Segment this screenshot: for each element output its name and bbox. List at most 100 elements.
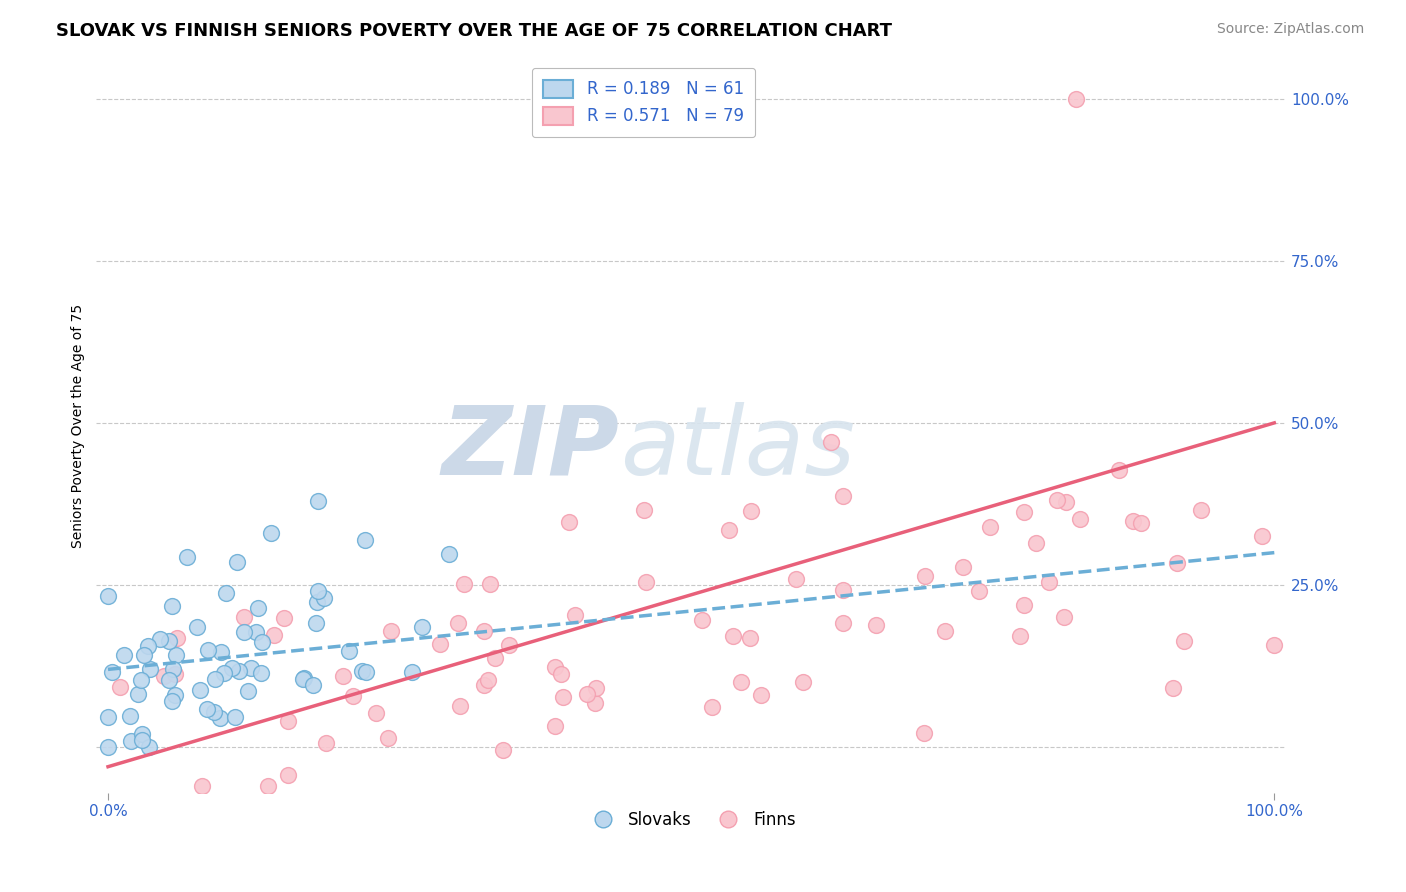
Text: SLOVAK VS FINNISH SENIORS POVERTY OVER THE AGE OF 75 CORRELATION CHART: SLOVAK VS FINNISH SENIORS POVERTY OVER T… xyxy=(56,22,893,40)
Point xyxy=(162,662,184,676)
Point xyxy=(160,694,183,708)
Point xyxy=(120,709,142,723)
Point xyxy=(1010,629,1032,643)
Point xyxy=(304,615,326,630)
Point xyxy=(1251,528,1274,542)
Point xyxy=(138,740,160,755)
Point xyxy=(250,666,273,681)
Point xyxy=(557,515,579,529)
Point xyxy=(553,690,575,704)
Point xyxy=(332,669,354,683)
Point xyxy=(307,584,329,599)
Point xyxy=(730,674,752,689)
Point xyxy=(479,577,502,591)
Legend: Slovaks, Finns: Slovaks, Finns xyxy=(579,805,803,836)
Point xyxy=(792,675,814,690)
Point xyxy=(160,599,183,613)
Point xyxy=(354,665,377,679)
Point xyxy=(153,669,176,683)
Point xyxy=(112,648,135,662)
Point xyxy=(831,582,853,597)
Point xyxy=(912,726,935,740)
Point xyxy=(366,706,388,721)
Point xyxy=(979,520,1001,534)
Point xyxy=(292,672,315,686)
Point xyxy=(97,590,120,604)
Point xyxy=(97,740,120,755)
Point xyxy=(832,490,855,504)
Point xyxy=(307,595,329,609)
Point xyxy=(585,681,607,695)
Point xyxy=(690,613,713,627)
Point xyxy=(634,574,657,589)
Point xyxy=(1054,495,1077,509)
Point xyxy=(101,665,124,679)
Point xyxy=(544,660,567,674)
Point xyxy=(401,665,423,679)
Point xyxy=(1064,91,1087,105)
Point xyxy=(302,678,325,692)
Point xyxy=(157,634,180,648)
Point xyxy=(214,585,236,599)
Point xyxy=(131,727,153,741)
Point xyxy=(583,696,606,710)
Point xyxy=(439,547,461,561)
Point xyxy=(120,733,142,747)
Point xyxy=(314,591,336,605)
Point xyxy=(377,731,399,746)
Point xyxy=(157,673,180,687)
Point xyxy=(472,624,495,638)
Point xyxy=(342,690,364,704)
Point xyxy=(232,610,254,624)
Point xyxy=(202,705,225,719)
Point xyxy=(1108,462,1130,476)
Point xyxy=(149,632,172,647)
Point xyxy=(224,710,246,724)
Point xyxy=(197,643,219,657)
Point xyxy=(165,648,187,662)
Point xyxy=(429,637,451,651)
Point xyxy=(1069,512,1091,526)
Point xyxy=(350,664,373,678)
Point xyxy=(166,632,188,646)
Point xyxy=(212,665,235,680)
Point xyxy=(232,624,254,639)
Point xyxy=(702,699,724,714)
Point xyxy=(1038,575,1060,590)
Point xyxy=(134,648,156,662)
Point xyxy=(477,673,499,687)
Point xyxy=(1122,514,1144,528)
Point xyxy=(277,714,299,728)
Point xyxy=(544,719,567,733)
Point xyxy=(380,624,402,638)
Point xyxy=(263,628,285,642)
Point xyxy=(209,645,232,659)
Point xyxy=(576,687,599,701)
Point xyxy=(226,556,249,570)
Point xyxy=(163,666,186,681)
Point xyxy=(472,678,495,692)
Point xyxy=(1025,535,1047,549)
Point xyxy=(831,615,853,630)
Point xyxy=(307,493,329,508)
Point xyxy=(1053,610,1076,624)
Point xyxy=(228,664,250,678)
Point xyxy=(785,572,807,586)
Point xyxy=(723,629,745,643)
Point xyxy=(1263,638,1285,652)
Point xyxy=(186,620,208,634)
Point xyxy=(221,661,243,675)
Point xyxy=(447,615,470,630)
Text: ZIP: ZIP xyxy=(441,401,620,495)
Point xyxy=(498,638,520,652)
Text: atlas: atlas xyxy=(620,401,855,495)
Point xyxy=(195,702,218,716)
Point xyxy=(718,523,741,537)
Point xyxy=(239,661,262,675)
Y-axis label: Seniors Poverty Over the Age of 75: Seniors Poverty Over the Age of 75 xyxy=(72,304,86,549)
Point xyxy=(163,688,186,702)
Point xyxy=(411,620,433,634)
Point xyxy=(273,611,295,625)
Point xyxy=(277,768,299,782)
Point xyxy=(188,682,211,697)
